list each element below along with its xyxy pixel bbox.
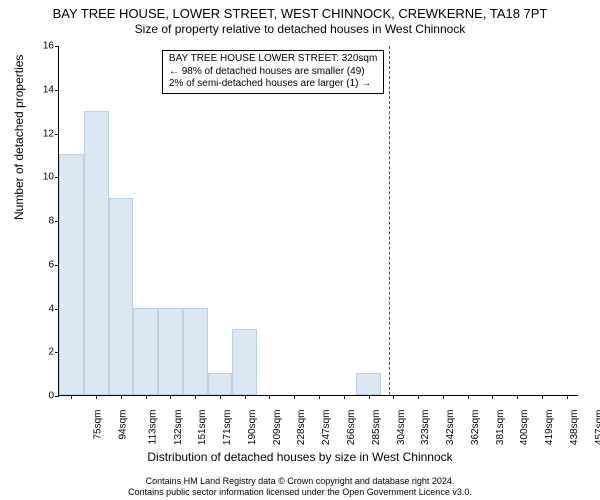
annotation-box: BAY TREE HOUSE LOWER STREET: 320sqm← 98%… [162,50,384,94]
x-tick-mark [71,395,72,399]
x-tick-label: 266sqm [346,410,357,446]
annot-line-3: 2% of semi-detached houses are larger (1… [169,78,377,91]
x-tick-mark [344,395,345,399]
footer-line-1: Contains HM Land Registry data © Crown c… [0,476,600,487]
x-tick-mark [269,395,270,399]
bar [84,111,109,395]
x-tick-mark [96,395,97,399]
x-tick-mark [542,395,543,399]
x-tick-mark [220,395,221,399]
x-tick-mark [418,395,419,399]
x-tick-label: 113sqm [147,410,158,445]
x-tick-mark [393,395,394,399]
x-tick-label: 438sqm [569,410,580,446]
x-tick-mark [492,395,493,399]
y-tick-mark [55,134,59,135]
plot-region: 024681012141675sqm94sqm113sqm132sqm151sq… [58,46,578,396]
x-tick-label: 228sqm [297,410,308,446]
chart-area: 024681012141675sqm94sqm113sqm132sqm151sq… [58,46,578,396]
x-tick-label: 400sqm [519,410,530,446]
x-tick-mark [121,395,122,399]
x-tick-mark [517,395,518,399]
footer-attribution: Contains HM Land Registry data © Crown c… [0,476,600,498]
y-tick-label: 6 [48,259,54,270]
footer-line-2: Contains public sector information licen… [0,487,600,498]
x-tick-mark [369,395,370,399]
bar [356,373,381,395]
y-tick-mark [55,46,59,47]
y-tick-label: 16 [43,41,54,52]
chart-title-sub: Size of property relative to detached ho… [0,21,600,36]
x-tick-mark [245,395,246,399]
y-tick-label: 12 [43,128,54,139]
x-tick-mark [567,395,568,399]
x-tick-label: 151sqm [198,410,209,446]
bar [59,154,84,395]
x-tick-label: 419sqm [544,410,555,446]
x-tick-label: 285sqm [371,410,382,446]
x-tick-label: 94sqm [118,410,129,440]
x-tick-mark [294,395,295,399]
bar [208,373,233,395]
x-tick-mark [146,395,147,399]
x-tick-label: 323sqm [420,410,431,446]
x-tick-label: 171sqm [222,410,233,446]
y-tick-label: 0 [48,391,54,402]
x-tick-label: 75sqm [93,410,104,440]
annot-line-2: ← 98% of detached houses are smaller (49… [169,66,377,79]
x-tick-label: 247sqm [321,410,332,446]
y-tick-label: 14 [43,84,54,95]
y-tick-label: 2 [48,347,54,358]
x-tick-mark [319,395,320,399]
x-tick-label: 457sqm [594,410,600,446]
marker-line [389,46,390,395]
x-tick-label: 362sqm [470,410,481,446]
x-tick-label: 342sqm [445,410,456,446]
y-tick-label: 8 [48,216,54,227]
chart-container: BAY TREE HOUSE, LOWER STREET, WEST CHINN… [0,0,600,500]
y-tick-mark [55,90,59,91]
chart-title-main: BAY TREE HOUSE, LOWER STREET, WEST CHINN… [0,0,600,21]
bar [232,329,257,395]
y-axis-label: Number of detached properties [12,55,26,220]
x-tick-label: 190sqm [247,410,258,446]
y-tick-label: 10 [43,172,54,183]
x-tick-label: 209sqm [272,410,283,446]
x-tick-mark [468,395,469,399]
annot-line-1: BAY TREE HOUSE LOWER STREET: 320sqm [169,53,377,66]
x-tick-label: 304sqm [396,410,407,446]
x-tick-mark [170,395,171,399]
x-tick-mark [443,395,444,399]
bar [133,308,158,396]
y-tick-label: 4 [48,303,54,314]
x-tick-label: 381sqm [495,410,506,446]
bar [183,308,208,396]
x-tick-label: 132sqm [173,410,184,446]
bar [109,198,134,395]
x-tick-mark [195,395,196,399]
y-tick-mark [55,396,59,397]
x-axis-label: Distribution of detached houses by size … [0,450,600,464]
bar [158,308,183,396]
